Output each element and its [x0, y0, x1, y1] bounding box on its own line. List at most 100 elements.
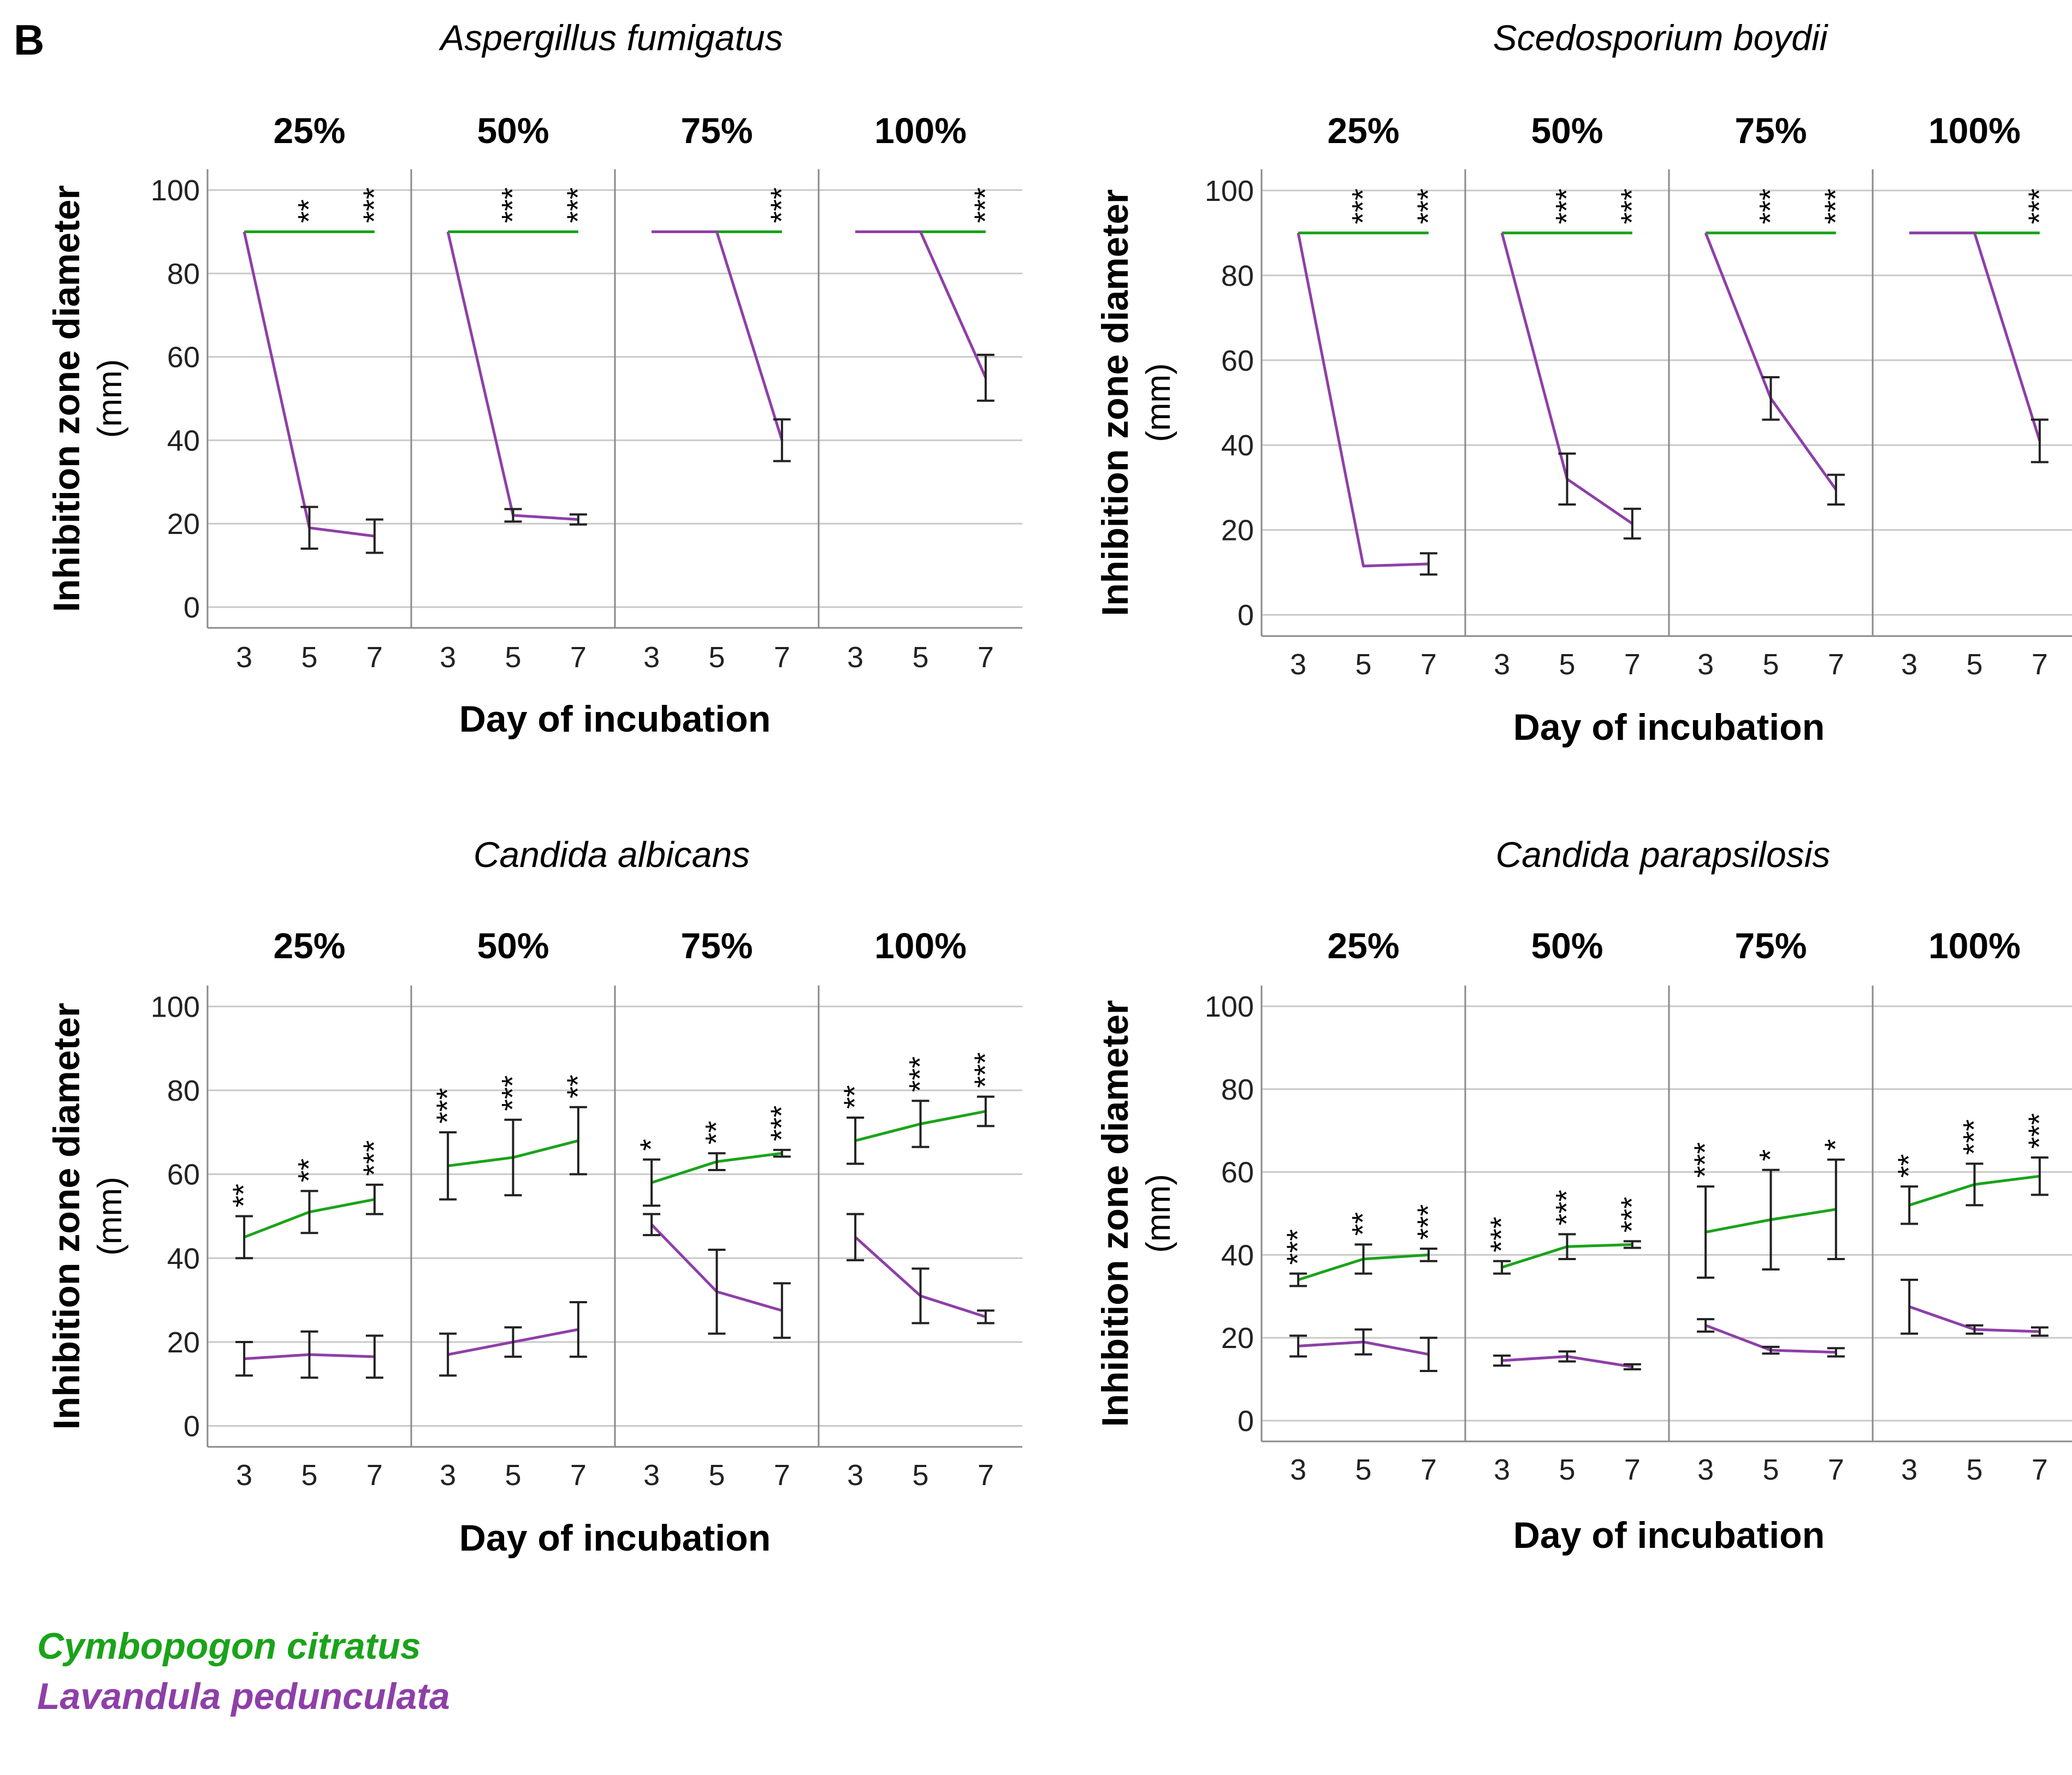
- facet-label: 50%: [1531, 925, 1603, 966]
- y-axis-unit: (mm): [1140, 1174, 1177, 1253]
- x-tick-label: 5: [1966, 1453, 1982, 1486]
- x-tick-label: 3: [1494, 1453, 1510, 1486]
- y-tick-label: 40: [167, 424, 200, 457]
- series-line: [1297, 233, 1429, 568]
- facet-label: 25%: [1327, 925, 1399, 966]
- x-axis-title: Day of incubation: [459, 698, 771, 740]
- x-tick-label: 5: [301, 1459, 317, 1492]
- series-line: [1909, 231, 2041, 442]
- significance-stars: ***: [1614, 188, 1649, 224]
- significance-stars: ***: [2022, 1113, 2056, 1149]
- facet-label: 75%: [1734, 925, 1807, 966]
- chart-title: Scedosporium boydii: [1493, 17, 1829, 58]
- x-tick-label: 3: [236, 1459, 252, 1492]
- y-tick-label: 80: [1221, 259, 1254, 292]
- x-tick-label: 5: [912, 641, 928, 674]
- x-tick-label: 5: [1762, 648, 1779, 681]
- facet-label: 100%: [1928, 925, 2021, 966]
- facet-100%: 100% 3 5 7 ***: [1872, 110, 2072, 681]
- x-tick-label: 7: [1420, 1453, 1437, 1486]
- x-tick-label: 5: [1355, 1453, 1371, 1486]
- facet-75%: 75% 3 5 7 ***: [614, 110, 819, 674]
- x-tick-label: 7: [2032, 648, 2048, 681]
- chart-1: Aspergillus fumigatus Inhibition zone dia…: [46, 17, 1022, 740]
- x-tick-label: 7: [774, 641, 790, 674]
- significance-stars: ***: [764, 1106, 798, 1141]
- x-tick-label: 7: [978, 641, 994, 674]
- significance-stars: **: [1346, 1212, 1380, 1236]
- y-tick-label: 100: [1205, 175, 1254, 207]
- facet-75%: 75%3 5 7*** ***: [1668, 110, 1873, 681]
- significance-stars: ***: [1753, 188, 1787, 224]
- significance-stars: ***: [764, 187, 798, 223]
- y-axis-title: Inhibition zone diameter: [1094, 1000, 1136, 1427]
- significance-stars: ***: [495, 187, 530, 223]
- facet-100%: 100%3 5 7***** ***: [1872, 925, 2072, 1486]
- x-tick-label: 7: [2032, 1453, 2048, 1486]
- significance-stars: ***: [1411, 188, 1445, 224]
- significance-stars: ***: [1411, 1204, 1445, 1240]
- x-axis-title: Day of incubation: [459, 1517, 771, 1559]
- x-tick-label: 5: [708, 1459, 725, 1492]
- chart-3: Candida albicans Inhibition zone diameter…: [46, 834, 1022, 1559]
- y-tick-label: 20: [167, 508, 200, 541]
- y-tick-label: 0: [183, 1410, 200, 1443]
- significance-stars: ***: [1549, 188, 1584, 224]
- x-tick-label: 7: [1420, 648, 1437, 681]
- series-line: [1704, 232, 1837, 491]
- facet-25%: 25%3 5 7** ***: [206, 110, 411, 674]
- facet-100%: 100%3 5 7***** ***: [818, 925, 1022, 1492]
- y-tick-label: 40: [1221, 429, 1254, 462]
- y-tick-label: 20: [1221, 514, 1254, 547]
- x-tick-label: 3: [1290, 1453, 1306, 1486]
- significance-stars: *: [1818, 1139, 1852, 1151]
- y-axis-unit: (mm): [1140, 363, 1177, 442]
- chart-title: Aspergillus fumigatus: [438, 17, 783, 58]
- x-tick-label: 5: [1355, 648, 1371, 681]
- x-tick-label: 3: [1697, 648, 1714, 681]
- y-tick-label: 0: [1238, 1405, 1254, 1438]
- significance-stars: ***: [968, 1052, 1002, 1088]
- facet-label: 100%: [874, 110, 967, 151]
- significance-stars: ***: [903, 1056, 937, 1092]
- significance-stars: **: [560, 1075, 595, 1099]
- y-axis-unit: (mm): [91, 359, 129, 438]
- y-tick-label: 0: [1238, 599, 1254, 632]
- y-tick-label: 0: [183, 591, 200, 624]
- significance-stars: ***: [968, 187, 1002, 223]
- x-tick-label: 5: [1966, 648, 1982, 681]
- x-tick-label: 3: [847, 641, 863, 674]
- chart-title: Candida albicans: [473, 834, 750, 875]
- chart-2: Scedosporium boydii Inhibition zone diame…: [1094, 17, 2072, 748]
- series-line: [242, 231, 375, 538]
- series-line: [652, 230, 784, 441]
- facet-75%: 75%3 5 7*** ***: [614, 925, 819, 1492]
- significance-stars: ***: [357, 1140, 391, 1176]
- y-tick-label: 40: [167, 1242, 200, 1275]
- facet-50%: 50%3 5 7*** *** **: [410, 925, 615, 1492]
- significance-stars: **: [1891, 1154, 1926, 1178]
- significance-stars: ***: [1957, 1119, 1991, 1155]
- facet-label: 75%: [680, 925, 753, 966]
- facet-25%: 25% 3 5 7 *** ***: [1260, 110, 1465, 681]
- legend-item-cymbopogon: Cymbopogon citratus: [37, 1625, 421, 1667]
- x-tick-label: 3: [440, 1459, 456, 1492]
- x-tick-label: 7: [774, 1459, 790, 1492]
- x-tick-label: 3: [847, 1459, 863, 1492]
- y-tick-label: 60: [167, 1159, 200, 1191]
- facet-label: 25%: [1327, 110, 1399, 151]
- y-tick-label: 40: [1221, 1239, 1254, 1272]
- facet-label: 25%: [273, 110, 345, 151]
- facet-50%: 50% 3 5 7 *** *** ***: [1464, 925, 1669, 1486]
- y-tick-label: 20: [1221, 1322, 1254, 1355]
- y-tick-label: 100: [1205, 990, 1254, 1023]
- x-tick-label: 5: [301, 641, 317, 674]
- facet-50%: 50% 3 5 7 *** ***: [1464, 110, 1669, 681]
- x-tick-label: 5: [505, 1459, 521, 1492]
- x-tick-label: 3: [1290, 648, 1306, 681]
- y-axis-unit: (mm): [91, 1177, 129, 1256]
- x-tick-label: 5: [912, 1459, 928, 1492]
- y-axis-title: Inhibition zone diameter: [46, 1002, 87, 1429]
- x-tick-label: 3: [643, 641, 660, 674]
